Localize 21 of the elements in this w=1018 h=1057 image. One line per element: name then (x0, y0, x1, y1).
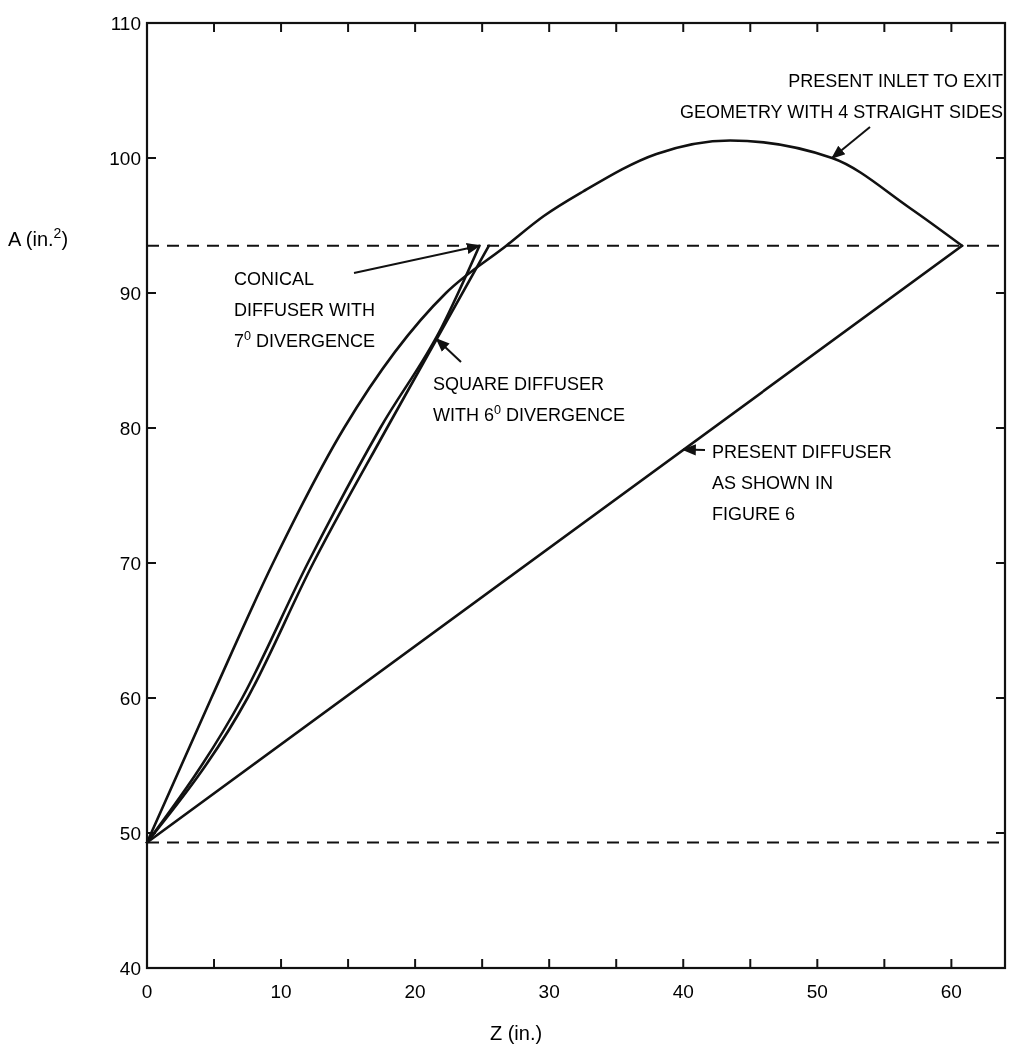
annotation: PRESENT INLET TO EXIT GEOMETRY WITH 4 STRAIGHT SIDES (679, 71, 1003, 122)
x-tick-label: 60 (940, 981, 962, 1002)
annotation: SQUARE DIFFUSER WITH 6$^{0}$ DIVERGENCE (433, 374, 626, 425)
y-tick-label: 50 (119, 823, 141, 844)
x-axis-title: Z (in.) (489, 1022, 543, 1044)
x-tick-label: 40 (672, 981, 694, 1002)
annotation: PRESENT DIFFUSER AS SHOWN IN FIGURE 6 (712, 442, 892, 524)
y-tick-label: 80 (119, 418, 141, 439)
x-tick-label: 10 (270, 981, 292, 1002)
x-tick-label: 30 (538, 981, 560, 1002)
y-tick-label: 90 (119, 283, 141, 304)
annotation: CONICAL DIFFUSER WITH 7$^{0}$ DIVERGENCE (234, 269, 376, 351)
y-tick-label: 70 (119, 553, 141, 574)
y-tick-label: 40 (119, 958, 141, 979)
y-tick-label: 60 (119, 688, 141, 709)
x-tick-label: 20 (404, 981, 426, 1002)
x-tick-label: 0 (141, 981, 153, 1002)
x-tick-label: 50 (806, 981, 828, 1002)
y-tick-label: 110 (110, 13, 141, 34)
y-axis-title: A (in.$^{2}$) (8, 225, 69, 251)
y-tick-label: 100 (109, 148, 141, 169)
